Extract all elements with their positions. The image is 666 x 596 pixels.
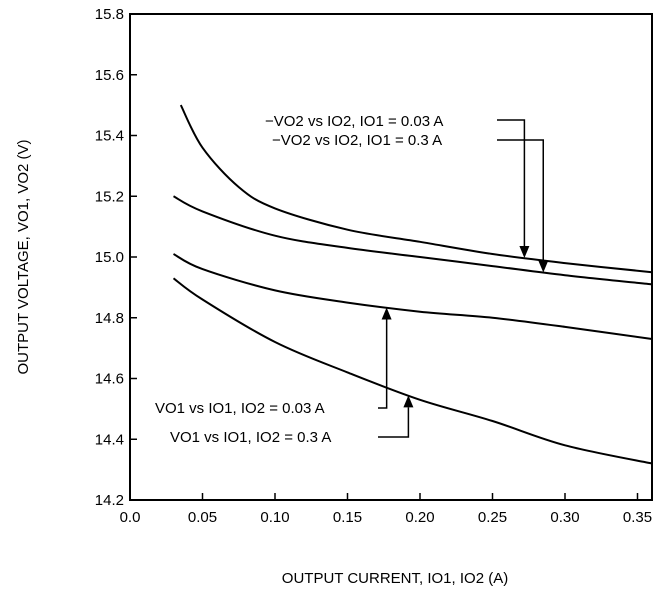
annotation-leader-line bbox=[497, 139, 544, 261]
axis-ticks: 0.0 0.05 0.10 0.15 0.20 0.25 0.30 0.35 14.2 14.4 1… bbox=[95, 6, 652, 526]
annotation-leader-line bbox=[378, 319, 388, 409]
y-tick-label: 15.4 bbox=[95, 128, 124, 145]
y-tick-label: 15.6 bbox=[95, 67, 124, 84]
annotations: −VO2 vs IO2, IO1 = 0.03 A −VO2 vs IO2, I… bbox=[155, 113, 443, 446]
annotation-leader-line bbox=[497, 119, 526, 246]
annotation-label-vo2-io1-03: −VO2 vs IO2, IO1 = 0.3 A bbox=[272, 132, 442, 149]
series-vo2-io1-03-line bbox=[173, 195, 653, 286]
x-axis-label: OUTPUT CURRENT, IO1, IO2 (A) bbox=[282, 570, 508, 587]
y-tick-label: 14.2 bbox=[95, 492, 124, 509]
y-tick-label: 15.2 bbox=[95, 188, 124, 205]
y-tick-label: 15.0 bbox=[95, 249, 124, 266]
annotation-label-vo1-io2-003: VO1 vs IO1, IO2 = 0.03 A bbox=[155, 400, 325, 417]
y-tick-label: 14.4 bbox=[95, 431, 124, 448]
annotation-arrowhead bbox=[538, 260, 549, 273]
annotation-label-vo2-io1-003: −VO2 vs IO2, IO1 = 0.03 A bbox=[265, 113, 443, 130]
plot-area-border bbox=[129, 13, 653, 501]
annotation-arrowhead bbox=[519, 246, 530, 258]
x-tick-label: 0.10 bbox=[260, 509, 289, 526]
y-tick-label: 14.6 bbox=[95, 371, 124, 388]
annotation-arrowhead bbox=[381, 307, 392, 320]
y-tick-label: 14.8 bbox=[95, 310, 124, 327]
series-vo1-io2-003-line bbox=[173, 253, 653, 340]
x-tick-label: 0.0 bbox=[120, 509, 141, 526]
y-axis-label: OUTPUT VOLTAGE, VO1, VO2 (V) bbox=[15, 139, 32, 374]
annotation-label-vo1-io2-03: VO1 vs IO1, IO2 = 0.3 A bbox=[170, 429, 331, 446]
x-tick-label: 0.20 bbox=[405, 509, 434, 526]
plot-frame bbox=[129, 13, 653, 501]
series-vo2-io1-003-line bbox=[179, 104, 653, 274]
x-tick-label: 0.30 bbox=[550, 509, 579, 526]
x-tick-label: 0.05 bbox=[188, 509, 217, 526]
x-tick-label: 0.35 bbox=[623, 509, 652, 526]
x-tick-label: 0.25 bbox=[478, 509, 507, 526]
annotation-leader-line bbox=[378, 407, 410, 438]
series-curves bbox=[172, 104, 653, 465]
y-tick-label: 15.8 bbox=[95, 6, 124, 23]
x-tick-label: 0.15 bbox=[333, 509, 362, 526]
annotation-arrowhead bbox=[403, 395, 414, 408]
annotation-leaders bbox=[378, 119, 549, 438]
series-vo1-io2-03-line bbox=[172, 277, 653, 465]
